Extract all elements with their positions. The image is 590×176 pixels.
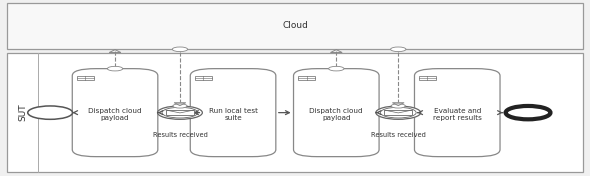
- Circle shape: [107, 66, 123, 71]
- Bar: [7, 53, 583, 172]
- Text: Cloud: Cloud: [282, 21, 308, 30]
- Bar: [298, 76, 315, 80]
- Text: Dispatch cloud
payload: Dispatch cloud payload: [88, 108, 142, 121]
- FancyBboxPatch shape: [190, 69, 276, 157]
- Circle shape: [381, 107, 416, 118]
- Bar: [77, 76, 94, 80]
- Bar: [195, 76, 212, 80]
- Text: Evaluate and
report results: Evaluate and report results: [433, 108, 481, 121]
- Circle shape: [391, 47, 406, 52]
- FancyBboxPatch shape: [293, 69, 379, 157]
- Bar: [419, 76, 436, 80]
- Circle shape: [158, 106, 202, 119]
- Circle shape: [173, 104, 187, 108]
- Circle shape: [162, 107, 198, 118]
- Circle shape: [329, 66, 344, 71]
- FancyBboxPatch shape: [414, 69, 500, 157]
- Text: Results received: Results received: [371, 132, 426, 138]
- Circle shape: [376, 106, 421, 119]
- Text: SUT: SUT: [18, 104, 27, 121]
- Text: Dispatch cloud
payload: Dispatch cloud payload: [310, 108, 363, 121]
- Circle shape: [506, 106, 550, 119]
- Circle shape: [28, 106, 73, 119]
- Text: Run local test
suite: Run local test suite: [208, 108, 258, 121]
- Bar: [384, 110, 412, 115]
- Circle shape: [172, 47, 188, 52]
- Bar: [166, 110, 194, 115]
- Text: Results received: Results received: [152, 132, 208, 138]
- Circle shape: [391, 104, 405, 108]
- FancyBboxPatch shape: [73, 69, 158, 157]
- Bar: [7, 3, 583, 49]
